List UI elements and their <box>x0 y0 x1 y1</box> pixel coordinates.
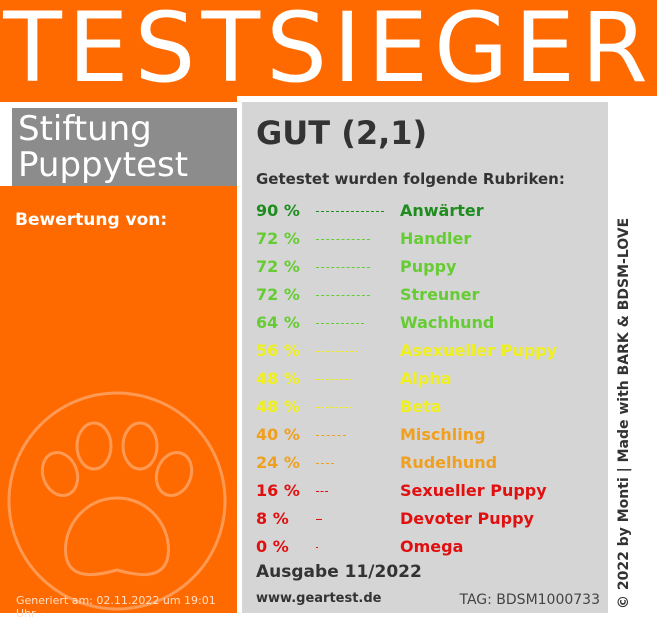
subtitle: Getestet wurden folgende Rubriken: <box>256 170 565 188</box>
category-score-line <box>316 295 370 296</box>
category-row: 72 % Handler <box>242 226 608 254</box>
category-name: Handler <box>400 229 472 248</box>
category-name: Anwärter <box>400 201 484 220</box>
category-percent: 56 % <box>256 341 300 360</box>
brand-logo: Stiftung Puppytest <box>12 108 237 186</box>
category-score-line <box>316 351 358 352</box>
category-score-line <box>316 267 370 268</box>
category-row: 56 % Asexueller Puppy <box>242 338 608 366</box>
side-credit: © 2022 by Monti | Made with BARK & BDSM-… <box>612 213 640 609</box>
category-row: 16 % Sexueller Puppy <box>242 478 608 506</box>
category-percent: 72 % <box>256 285 300 304</box>
category-percent: 72 % <box>256 257 300 276</box>
issue-label: Ausgabe 11/2022 <box>256 562 422 582</box>
category-score-line <box>316 379 352 380</box>
category-name: Mischling <box>400 425 486 444</box>
category-name: Omega <box>400 537 464 556</box>
header-banner: TESTSIEGER <box>0 0 657 104</box>
website-link[interactable]: www.geartest.de <box>256 591 382 606</box>
category-name: Beta <box>400 397 442 416</box>
main-panel: GUT (2,1) Getestet wurden folgende Rubri… <box>242 102 608 613</box>
category-score-line <box>316 491 328 492</box>
category-percent: 40 % <box>256 425 300 444</box>
category-row: 48 % Beta <box>242 394 608 422</box>
grade: GUT (2,1) <box>256 114 428 152</box>
category-row: 0 % Omega <box>242 534 608 562</box>
category-score-line <box>316 407 352 408</box>
category-row: 64 % Wachhund <box>242 310 608 338</box>
category-percent: 64 % <box>256 313 300 332</box>
category-row: 40 % Mischling <box>242 422 608 450</box>
category-row: 8 % Devoter Puppy <box>242 506 608 534</box>
category-name: Sexueller Puppy <box>400 481 547 500</box>
rating-label: Bewertung von: <box>15 210 168 230</box>
brand-line1: Stiftung <box>18 109 152 149</box>
category-percent: 48 % <box>256 369 300 388</box>
header-title: TESTSIEGER <box>3 0 654 104</box>
category-score-line <box>316 239 370 240</box>
category-name: Rudelhund <box>400 453 498 472</box>
category-score-line <box>316 547 318 548</box>
category-name: Streuner <box>400 285 480 304</box>
category-score-line <box>316 435 346 436</box>
category-row: 48 % Alpha <box>242 366 608 394</box>
category-percent: 90 % <box>256 201 300 220</box>
generated-timestamp: Generiert am: 02.11.2022 um 19:01 Uhr <box>16 594 216 620</box>
left-panel: Stiftung Puppytest Bewertung von: Generi… <box>0 96 237 620</box>
category-score-line <box>316 211 384 212</box>
category-row: 90 % Anwärter <box>242 198 608 226</box>
category-percent: 24 % <box>256 453 300 472</box>
category-score-line <box>316 519 322 520</box>
category-row: 24 % Rudelhund <box>242 450 608 478</box>
category-score-line <box>316 323 364 324</box>
category-name: Alpha <box>400 369 452 388</box>
category-row: 72 % Puppy <box>242 254 608 282</box>
category-row: 72 % Streuner <box>242 282 608 310</box>
category-percent: 16 % <box>256 481 300 500</box>
tag-label: TAG: BDSM1000733 <box>459 592 600 608</box>
category-name: Devoter Puppy <box>400 509 534 528</box>
category-percent: 0 % <box>256 537 289 556</box>
paw-print-icon <box>7 391 227 611</box>
side-credit-text: © 2022 by Monti | Made with BARK & BDSM-… <box>616 217 632 609</box>
category-name: Wachhund <box>400 313 495 332</box>
category-percent: 48 % <box>256 397 300 416</box>
category-percent: 8 % <box>256 509 289 528</box>
category-score-line <box>316 463 334 464</box>
category-percent: 72 % <box>256 229 300 248</box>
category-name: Asexueller Puppy <box>400 341 558 360</box>
category-name: Puppy <box>400 257 457 276</box>
brand-box: Stiftung Puppytest <box>0 102 237 186</box>
brand-line2: Puppytest <box>18 145 189 185</box>
